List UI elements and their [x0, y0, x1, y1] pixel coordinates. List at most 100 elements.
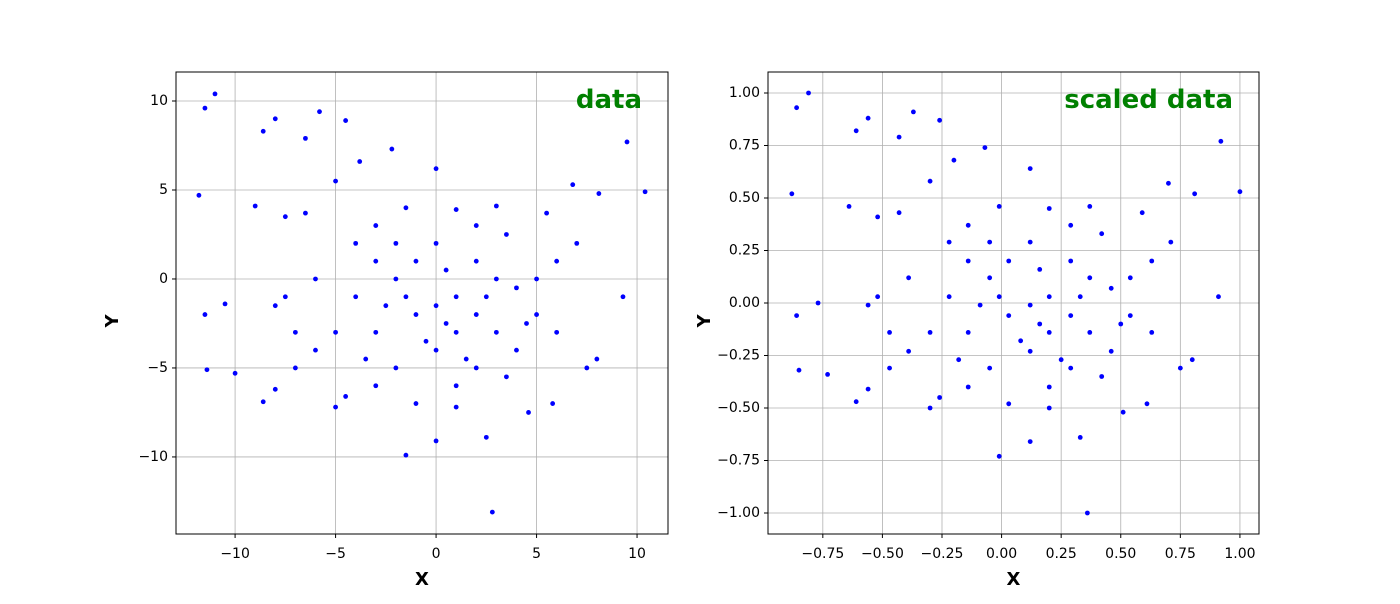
point	[389, 146, 395, 152]
point	[1149, 330, 1155, 335]
annotation: data	[576, 85, 642, 115]
point	[865, 115, 871, 121]
point	[1237, 189, 1243, 195]
point	[1037, 321, 1043, 327]
point	[1139, 210, 1145, 216]
point	[1046, 294, 1052, 300]
point	[1120, 409, 1126, 415]
point	[473, 258, 479, 264]
point	[806, 90, 811, 96]
point	[463, 356, 469, 362]
point	[453, 207, 459, 212]
point	[333, 329, 338, 335]
point	[1006, 401, 1012, 407]
point	[965, 384, 971, 390]
point	[202, 105, 208, 111]
y-tick-label: −0.75	[717, 453, 760, 469]
point	[493, 329, 499, 335]
point	[204, 367, 210, 373]
point	[483, 434, 489, 440]
point	[982, 145, 988, 151]
point	[1168, 239, 1174, 245]
point	[473, 312, 479, 317]
point	[927, 405, 933, 411]
point	[453, 404, 459, 410]
point	[343, 394, 349, 399]
point	[313, 276, 318, 282]
point	[815, 300, 821, 306]
point	[1087, 275, 1093, 281]
point	[1068, 222, 1074, 228]
point	[1068, 365, 1074, 371]
point	[996, 453, 1002, 459]
point	[453, 329, 459, 335]
x-tick-label: 0.00	[986, 546, 1017, 562]
point	[1099, 374, 1105, 379]
point	[252, 203, 258, 209]
point	[1046, 405, 1052, 411]
plot-frame	[767, 71, 1260, 535]
y-axis-label: Y	[102, 314, 123, 329]
point	[292, 365, 298, 371]
point	[1108, 348, 1114, 354]
point	[550, 401, 556, 406]
point	[1177, 365, 1183, 371]
point	[303, 135, 308, 141]
point	[1087, 204, 1093, 209]
point	[272, 386, 278, 392]
point	[353, 240, 359, 246]
point	[222, 301, 228, 307]
y-tick-label: −1.00	[717, 505, 760, 521]
point	[1027, 348, 1033, 354]
point	[526, 410, 531, 415]
point	[1077, 294, 1083, 300]
point	[453, 383, 459, 389]
y-tick-label: 5	[159, 182, 168, 198]
point	[1118, 321, 1124, 327]
point	[473, 223, 479, 228]
point	[524, 321, 529, 326]
point	[317, 109, 322, 115]
point	[1046, 330, 1052, 335]
point	[865, 386, 871, 392]
point	[789, 191, 795, 197]
point	[373, 223, 379, 228]
point	[825, 372, 830, 377]
point	[443, 267, 449, 273]
point	[433, 240, 439, 246]
y-tick-label: −5	[147, 360, 168, 376]
point	[987, 275, 993, 281]
point	[853, 399, 859, 405]
point	[473, 365, 479, 371]
point	[946, 239, 952, 245]
point	[453, 294, 459, 300]
point	[937, 395, 943, 400]
point	[1018, 338, 1024, 344]
point	[1218, 138, 1224, 144]
y-tick-label: −10	[138, 449, 168, 465]
point	[353, 294, 359, 300]
point	[303, 210, 308, 216]
point	[272, 303, 278, 309]
point	[956, 357, 962, 363]
point	[977, 302, 983, 308]
point	[333, 404, 338, 410]
point	[1099, 231, 1105, 237]
x-tick-label: −0.25	[921, 546, 964, 562]
point	[1037, 267, 1043, 272]
point	[260, 128, 266, 134]
x-axis-label: X	[1007, 569, 1021, 590]
x-tick-label: 10	[628, 546, 646, 562]
point	[393, 365, 399, 371]
point	[433, 303, 439, 309]
point	[865, 302, 871, 308]
x-tick-label: 0.25	[1046, 546, 1077, 562]
point	[232, 370, 238, 376]
point	[642, 189, 648, 195]
point	[594, 356, 600, 362]
point	[987, 239, 993, 245]
point	[620, 294, 626, 300]
point	[896, 210, 902, 216]
point	[1058, 357, 1064, 363]
point	[1084, 510, 1090, 516]
